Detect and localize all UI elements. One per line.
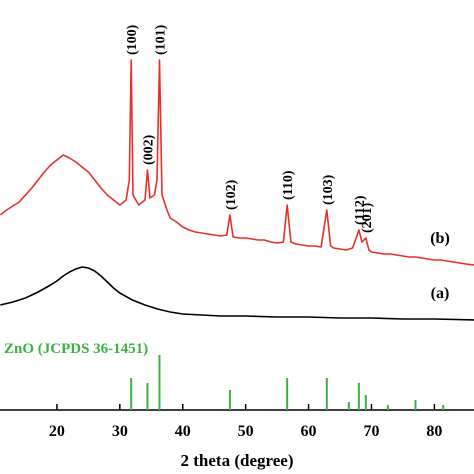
peak-label: (110) <box>281 170 296 200</box>
x-axis-label: 2 theta (degree) <box>181 451 294 470</box>
series-label: (a) <box>431 285 450 302</box>
x-tick-label: 30 <box>112 423 128 440</box>
data-line <box>0 266 474 321</box>
x-tick-label: 80 <box>426 423 442 440</box>
x-tick-label: 50 <box>238 423 254 440</box>
peak-label: (100) <box>125 24 140 55</box>
data-line <box>0 59 474 266</box>
peak-label: (101) <box>153 24 168 55</box>
peak-label: (201) <box>360 202 375 233</box>
peak-label: (102) <box>224 179 239 210</box>
peak-label: (112) <box>353 195 368 225</box>
x-tick-label: 20 <box>49 423 65 440</box>
reference-label: ZnO (JCPDS 36-1451) <box>4 341 148 357</box>
x-tick-label: 60 <box>301 423 317 440</box>
x-tick-label: 70 <box>363 423 379 440</box>
series-label: (b) <box>430 230 450 247</box>
x-tick-label: 40 <box>175 423 191 440</box>
peak-label: (002) <box>142 134 157 165</box>
peak-label: (103) <box>321 174 336 205</box>
